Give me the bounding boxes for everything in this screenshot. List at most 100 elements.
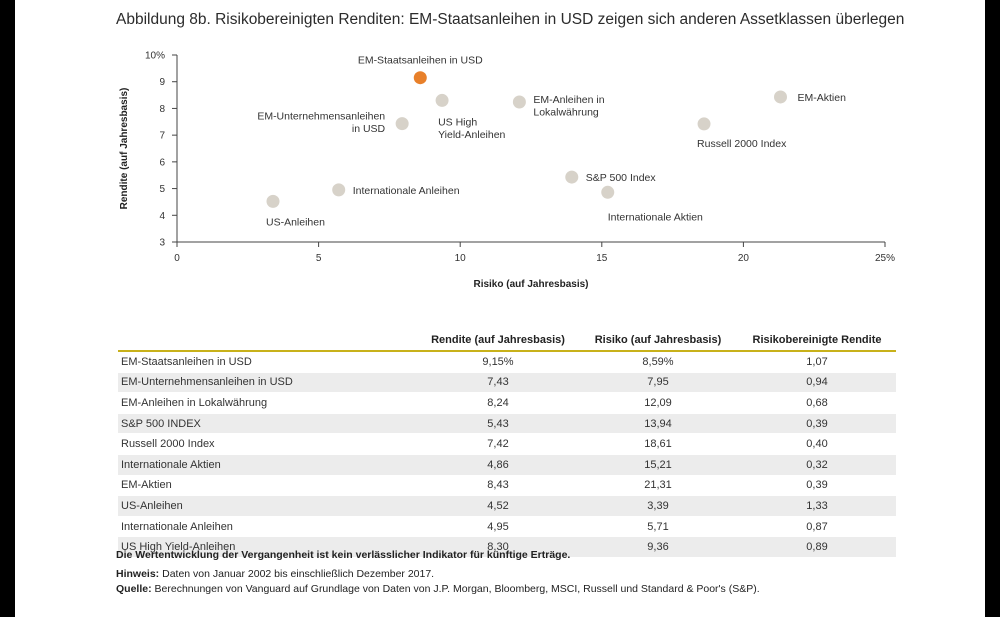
- table-cell-value: 9,36: [647, 541, 669, 554]
- data-point-label: S&P 500 Index: [586, 172, 657, 184]
- note-text: Daten von Januar 2002 bis einschließlich…: [159, 568, 435, 580]
- table-cell-value: 7,95: [647, 376, 669, 389]
- table-cell-value: 0,68: [806, 396, 828, 409]
- table-cell-value: 0,39: [806, 479, 828, 492]
- data-point-label: EM-Unternehmensanleihen: [257, 111, 385, 123]
- y-axis-label: Rendite (auf Jahresbasis): [119, 88, 130, 210]
- x-tick-label: 5: [316, 253, 322, 264]
- data-point-label: Lokalwährung: [533, 107, 599, 119]
- source-line: Quelle: Berechnungen von Vanguard auf Gr…: [116, 583, 760, 595]
- table-cell-value: 4,86: [487, 458, 509, 471]
- x-axis-label: Risiko (auf Jahresbasis): [473, 279, 588, 290]
- data-point-label: in USD: [352, 123, 386, 135]
- table-header-rendite: Rendite (auf Jahresbasis): [431, 334, 565, 346]
- source-label: Quelle:: [116, 583, 152, 595]
- table-cell-name: EM-Staatsanleihen in USD: [121, 355, 252, 368]
- data-table: Rendite (auf Jahresbasis) Risiko (auf Ja…: [118, 330, 896, 558]
- data-point-label: EM-Staatsanleihen in USD: [358, 55, 483, 67]
- x-tick-label: 25%: [875, 253, 895, 264]
- table-cell-value: 9,15%: [482, 355, 514, 368]
- table-row: Internationale Anleihen 4,95 5,71 0,87: [118, 516, 896, 537]
- table-row: EM-Unternehmensanleihen in USD 7,43 7,95 0,…: [118, 372, 896, 393]
- table-cell-value: 0,89: [806, 541, 828, 554]
- y-tick-label: 9: [159, 77, 165, 88]
- table-cell-value: 1,07: [806, 355, 828, 368]
- data-point: [512, 95, 526, 109]
- table-cell-value: 8,30: [487, 541, 509, 554]
- data-point: [266, 194, 280, 208]
- table-cell-name: EM-Anleihen in Lokalwährung: [121, 396, 268, 409]
- y-tick-label: 5: [159, 184, 165, 195]
- data-point-label: Yield-Anleihen: [438, 129, 505, 141]
- table-header-name: [118, 330, 418, 351]
- table-cell-value: 4,95: [487, 520, 509, 533]
- y-tick-label: 10%: [145, 51, 165, 62]
- table-cell-value: 7,42: [487, 438, 509, 451]
- data-point: [773, 90, 787, 104]
- y-tick-label: 8: [159, 104, 165, 115]
- table-row: Internationale Aktien 4,86 15,21 0,32: [118, 454, 896, 476]
- x-tick-label: 10: [455, 253, 467, 264]
- source-text: Berechnungen von Vanguard auf Grundlage …: [151, 583, 760, 595]
- data-point: [435, 93, 449, 107]
- data-point: [395, 117, 409, 131]
- table-cell-value: 7,43: [487, 376, 509, 389]
- table-cell-value: 15,21: [644, 458, 672, 471]
- table-body: EM-Staatsanleihen in USD 9,15% 8,59% 1,07 EM…: [118, 351, 896, 558]
- x-tick-label: 15: [596, 253, 608, 264]
- y-tick-label: 7: [159, 131, 165, 142]
- table-cell-value: 0,39: [806, 417, 828, 430]
- table-row: Russell 2000 Index 7,42 18,61 0,40: [118, 434, 896, 455]
- data-point-label: US-Anleihen: [266, 216, 325, 228]
- chart-point-labels: EM-Staatsanleihen in USD EM-Unternehmensa…: [257, 55, 846, 229]
- table-cell-value: 1,33: [806, 499, 828, 512]
- data-point-label: Internationale Anleihen: [353, 185, 460, 197]
- data-point: [601, 185, 615, 199]
- data-point-label: US High: [438, 116, 477, 128]
- table-cell-name: Internationale Aktien: [121, 458, 221, 471]
- table-header-row: Rendite (auf Jahresbasis) Risiko (auf Ja…: [118, 330, 896, 351]
- table-row: US High Yield-Anleihen 8,30 9,36 0,89: [118, 536, 896, 558]
- table-cell-value: 21,31: [644, 479, 672, 492]
- table-row: US-Anleihen 4,52 3,39 1,33: [118, 495, 896, 517]
- table-cell-value: 5,71: [647, 520, 669, 533]
- chart-points: [266, 71, 787, 208]
- data-point-label: Internationale Aktien: [608, 211, 703, 223]
- table-cell-value: 3,39: [647, 499, 669, 512]
- table-row: EM-Aktien 8,43 21,31 0,39: [118, 475, 896, 496]
- table-header-risiko: Risiko (auf Jahresbasis): [594, 334, 722, 346]
- data-point-label: Russell 2000 Index: [697, 138, 787, 150]
- scatter-chart: 3 4 5 6 7 8 9 10% 0 5 10 15 20 25% EM-Staatsanleihen …: [119, 51, 895, 291]
- table-header-risikobereinigt: Risikobereinigte Rendite: [752, 334, 882, 346]
- table-row: S&P 500 INDEX 5,43 13,94 0,39: [118, 413, 896, 434]
- table-cell-name: US High Yield-Anleihen: [121, 541, 236, 554]
- table-cell-name: S&P 500 INDEX: [121, 417, 201, 430]
- table-cell-name: EM-Aktien: [121, 479, 172, 492]
- x-tick-label: 20: [738, 253, 750, 264]
- table-cell-value: 13,94: [644, 417, 672, 430]
- table-cell-value: 5,43: [487, 417, 509, 430]
- data-point: [697, 117, 711, 131]
- table-cell-value: 0,40: [806, 438, 828, 451]
- y-tick-label: 6: [159, 157, 165, 168]
- table-cell-value: 0,32: [806, 458, 828, 471]
- table-cell-value: 8,59%: [642, 355, 674, 368]
- data-point-label: EM-Anleihen in: [533, 94, 604, 106]
- table-cell-name: EM-Unternehmensanleihen in USD: [121, 376, 293, 389]
- figure-page: Abbildung 8b. Risikobereinigten Renditen…: [15, 0, 985, 617]
- data-point: [565, 170, 579, 184]
- figure-title: Abbildung 8b. Risikobereinigten Renditen…: [116, 11, 905, 28]
- data-point: [413, 71, 427, 85]
- chart-axes: 3 4 5 6 7 8 9 10% 0 5 10 15 20 25%: [145, 51, 895, 265]
- y-tick-label: 4: [159, 211, 165, 222]
- x-tick-label: 0: [174, 253, 180, 264]
- y-tick-label: 3: [159, 238, 165, 249]
- table-cell-name: Internationale Anleihen: [121, 520, 233, 533]
- table-cell-value: 0,87: [806, 520, 828, 533]
- table-cell-value: 18,61: [644, 438, 672, 451]
- table-row: EM-Staatsanleihen in USD 9,15% 8,59% 1,07: [118, 351, 896, 373]
- table-cell-value: 12,09: [644, 396, 672, 409]
- note-label: Hinweis:: [116, 568, 160, 580]
- table-cell-name: US-Anleihen: [121, 499, 183, 512]
- disclaimer-text: Die Wertentwicklung der Vergangenheit is…: [116, 549, 571, 561]
